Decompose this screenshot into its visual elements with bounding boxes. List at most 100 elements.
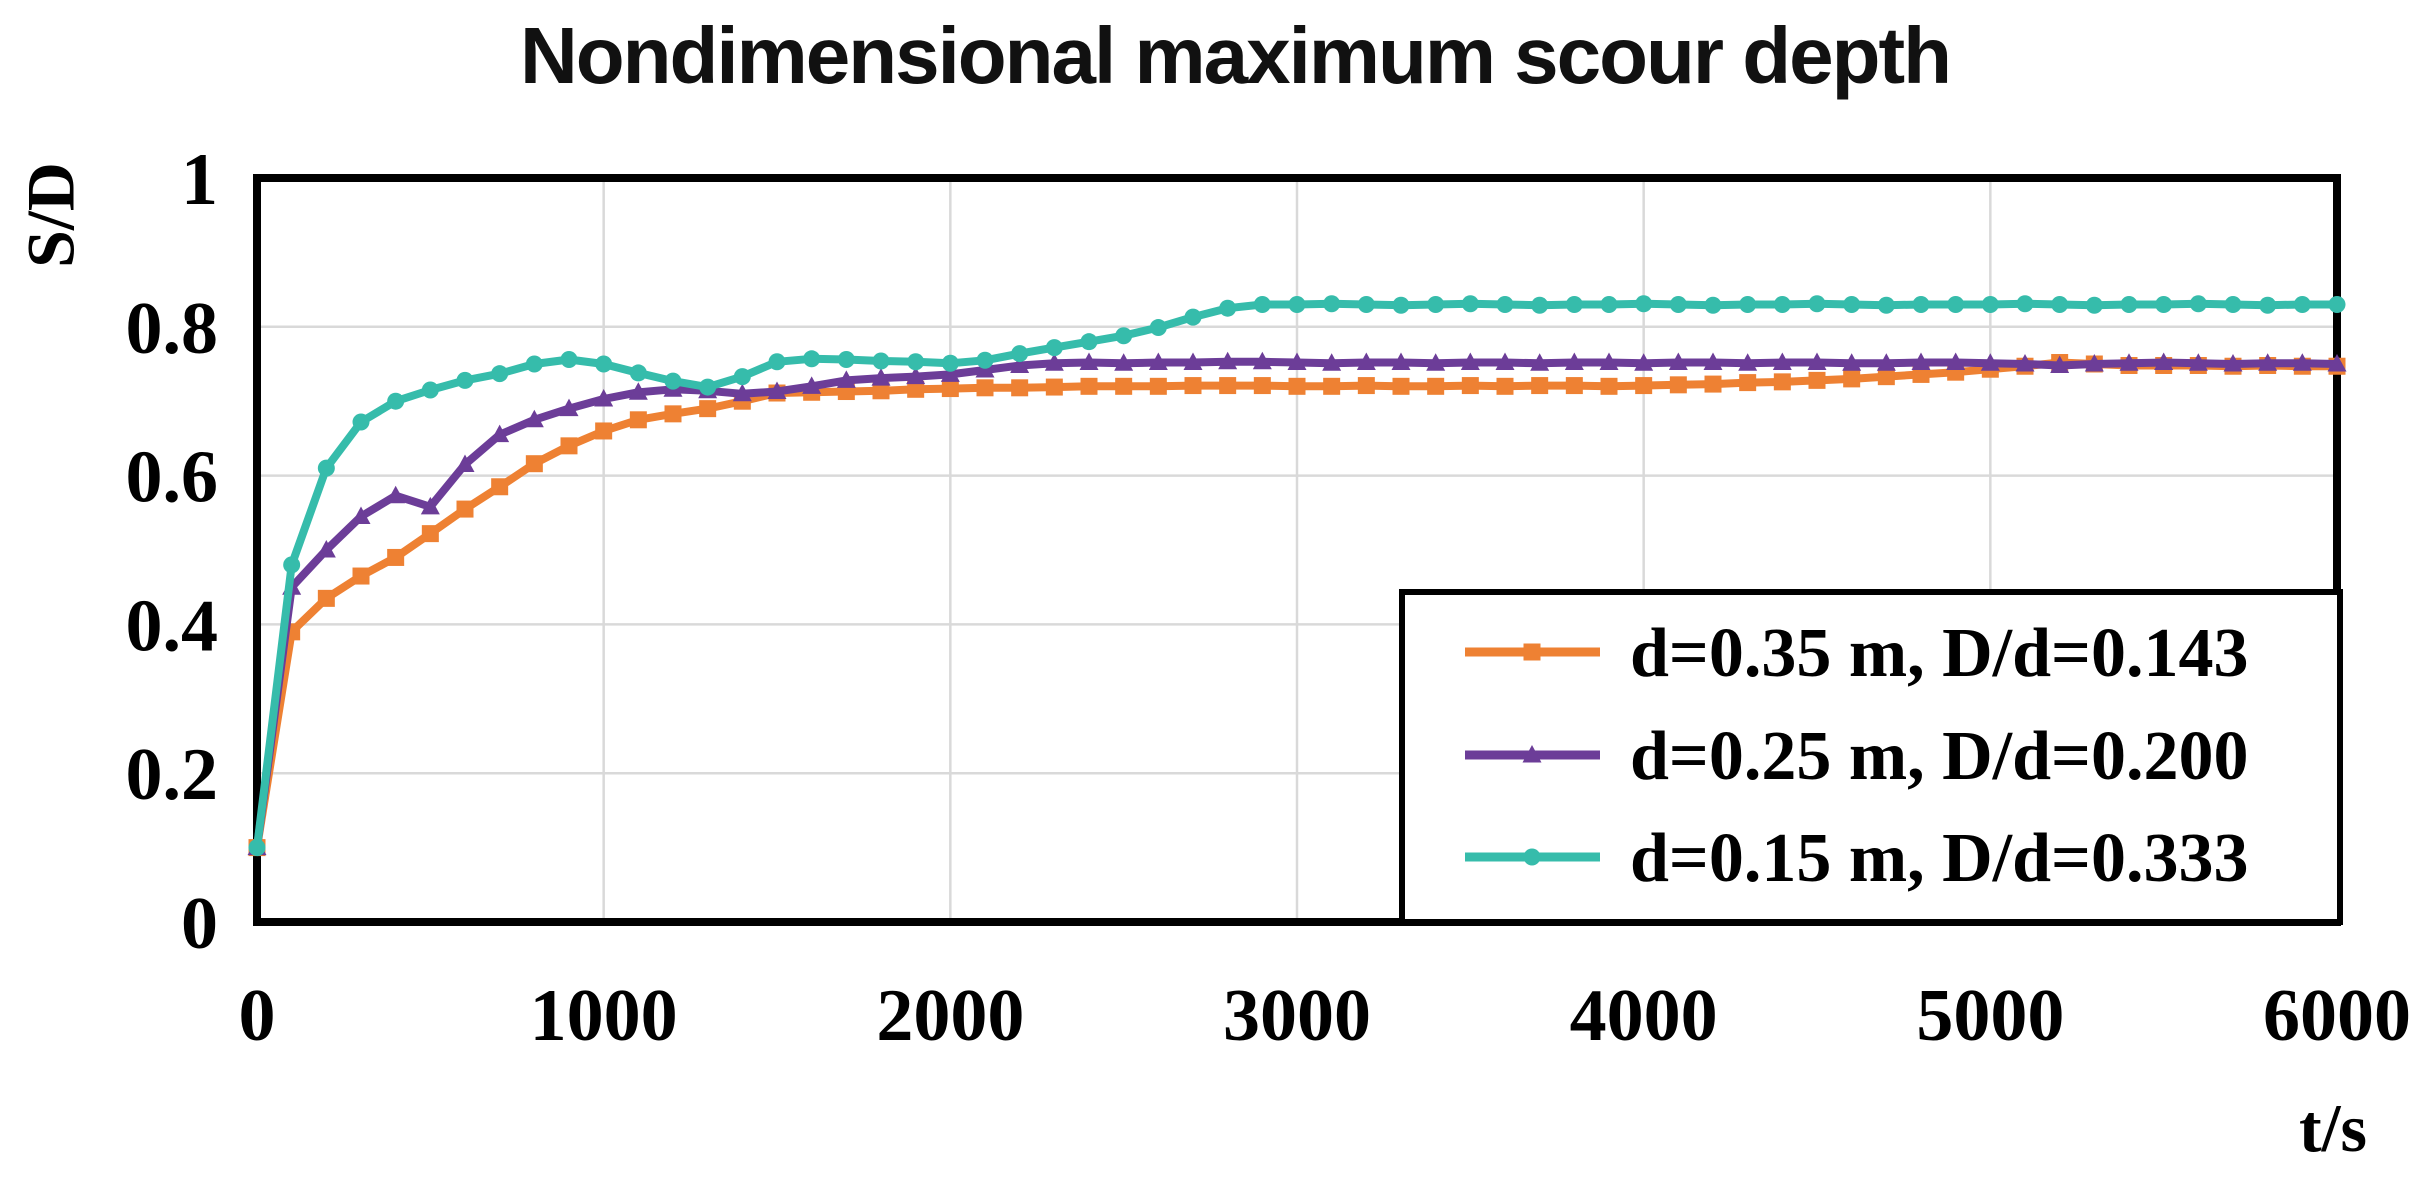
marker-triangle (1564, 352, 1584, 371)
marker-circle (872, 352, 890, 370)
marker-circle (733, 368, 751, 386)
marker-triangle (2119, 353, 2139, 371)
marker-circle (1565, 295, 1583, 313)
marker-square (1392, 377, 1410, 395)
marker-triangle (1148, 352, 1168, 371)
marker-triangle (1044, 353, 1064, 371)
chart-title: Nondimensional maximum scour depth (519, 11, 1952, 100)
marker-circle (1600, 295, 1618, 313)
marker-triangle (1738, 353, 1758, 371)
marker-square (1011, 379, 1029, 397)
marker-square (907, 380, 925, 398)
marker-triangle (316, 540, 336, 558)
marker-square (1357, 377, 1375, 395)
y-tick-label: 1 (181, 139, 218, 221)
plot-frame (253, 174, 2341, 926)
marker-triangle (767, 381, 787, 400)
marker-square (491, 478, 509, 496)
x-tick-label: 1000 (530, 975, 678, 1057)
marker-circle (387, 392, 405, 410)
marker-circle (2328, 295, 2346, 313)
marker-triangle (386, 485, 406, 504)
marker-square (976, 379, 994, 397)
marker-square (1184, 377, 1202, 395)
marker-circle (1704, 296, 1722, 314)
marker-circle (664, 372, 682, 390)
marker-square (1669, 376, 1687, 394)
marker-square (1149, 377, 1167, 395)
marker-circle (2051, 295, 2069, 313)
marker-square (1323, 377, 1341, 395)
marker-triangle (1668, 352, 1688, 371)
marker-triangle (1495, 352, 1515, 371)
marker-circle (1843, 295, 1861, 313)
x-tick-label: 5000 (1916, 975, 2064, 1057)
marker-circle (1323, 295, 1341, 313)
marker-triangle (455, 454, 475, 472)
marker-circle (525, 355, 543, 373)
marker-square (1496, 377, 1514, 395)
marker-circle (1045, 339, 1063, 357)
marker-triangle (2084, 354, 2104, 372)
marker-triangle (1356, 352, 1376, 371)
marker-circle (1461, 295, 1479, 313)
marker-triangle (628, 382, 648, 400)
marker-square (664, 405, 682, 423)
marker-circle (2016, 295, 2034, 313)
series-group (247, 295, 2347, 857)
marker-triangle (802, 376, 822, 394)
x-tick-label: 4000 (1570, 975, 1718, 1057)
marker-square (1635, 377, 1653, 395)
marker-square (1288, 377, 1306, 395)
marker-square (421, 525, 439, 543)
marker-circle (317, 459, 335, 477)
marker-circle (803, 350, 821, 368)
marker-circle (1981, 295, 1999, 313)
marker-triangle (1183, 352, 1203, 371)
marker-triangle (1703, 352, 1723, 371)
marker-circle (1427, 295, 1445, 313)
x-tick-label: 0 (239, 975, 276, 1057)
marker-circle (1531, 296, 1549, 314)
marker-square (1704, 375, 1722, 393)
marker-circle (1080, 333, 1098, 351)
marker-triangle (1842, 353, 1862, 371)
marker-circle (456, 371, 474, 389)
legend-marker (1522, 745, 1542, 763)
marker-triangle (1911, 352, 1931, 371)
marker-circle (595, 355, 613, 373)
legend-marker (1523, 848, 1541, 866)
y-tick-label: 0.6 (126, 437, 219, 519)
series-markers-1 (247, 351, 2347, 856)
marker-triangle (1114, 353, 1134, 371)
marker-circle (2085, 296, 2103, 314)
legend-label: d=0.35 m, D/d=0.143 (1630, 615, 2248, 692)
y-tick-label: 0.8 (126, 288, 219, 370)
marker-square (1219, 377, 1237, 395)
marker-square (941, 380, 959, 398)
marker-circle (560, 351, 578, 369)
marker-square (1531, 377, 1549, 395)
legend: d=0.35 m, D/d=0.143 d=0.25 m, D/d=0.200 d=… (1399, 589, 2343, 925)
marker-circle (1357, 295, 1375, 313)
marker-square (560, 437, 578, 455)
marker-circle (2293, 295, 2311, 313)
marker-triangle (2223, 354, 2243, 372)
marker-triangle (351, 506, 371, 525)
marker-circle (837, 351, 855, 369)
marker-triangle (2015, 354, 2035, 372)
marker-square (1808, 371, 1826, 389)
marker-square (352, 567, 370, 585)
marker-triangle (1218, 351, 1238, 370)
marker-triangle (1807, 352, 1827, 371)
marker-circle (1912, 295, 1930, 313)
marker-triangle (1391, 352, 1411, 371)
marker-triangle (1322, 353, 1342, 371)
marker-triangle (1634, 353, 1654, 371)
marker-square (699, 400, 717, 418)
marker-circle (1773, 295, 1791, 313)
marker-circle (1947, 295, 1965, 313)
marker-circle (1523, 848, 1541, 866)
